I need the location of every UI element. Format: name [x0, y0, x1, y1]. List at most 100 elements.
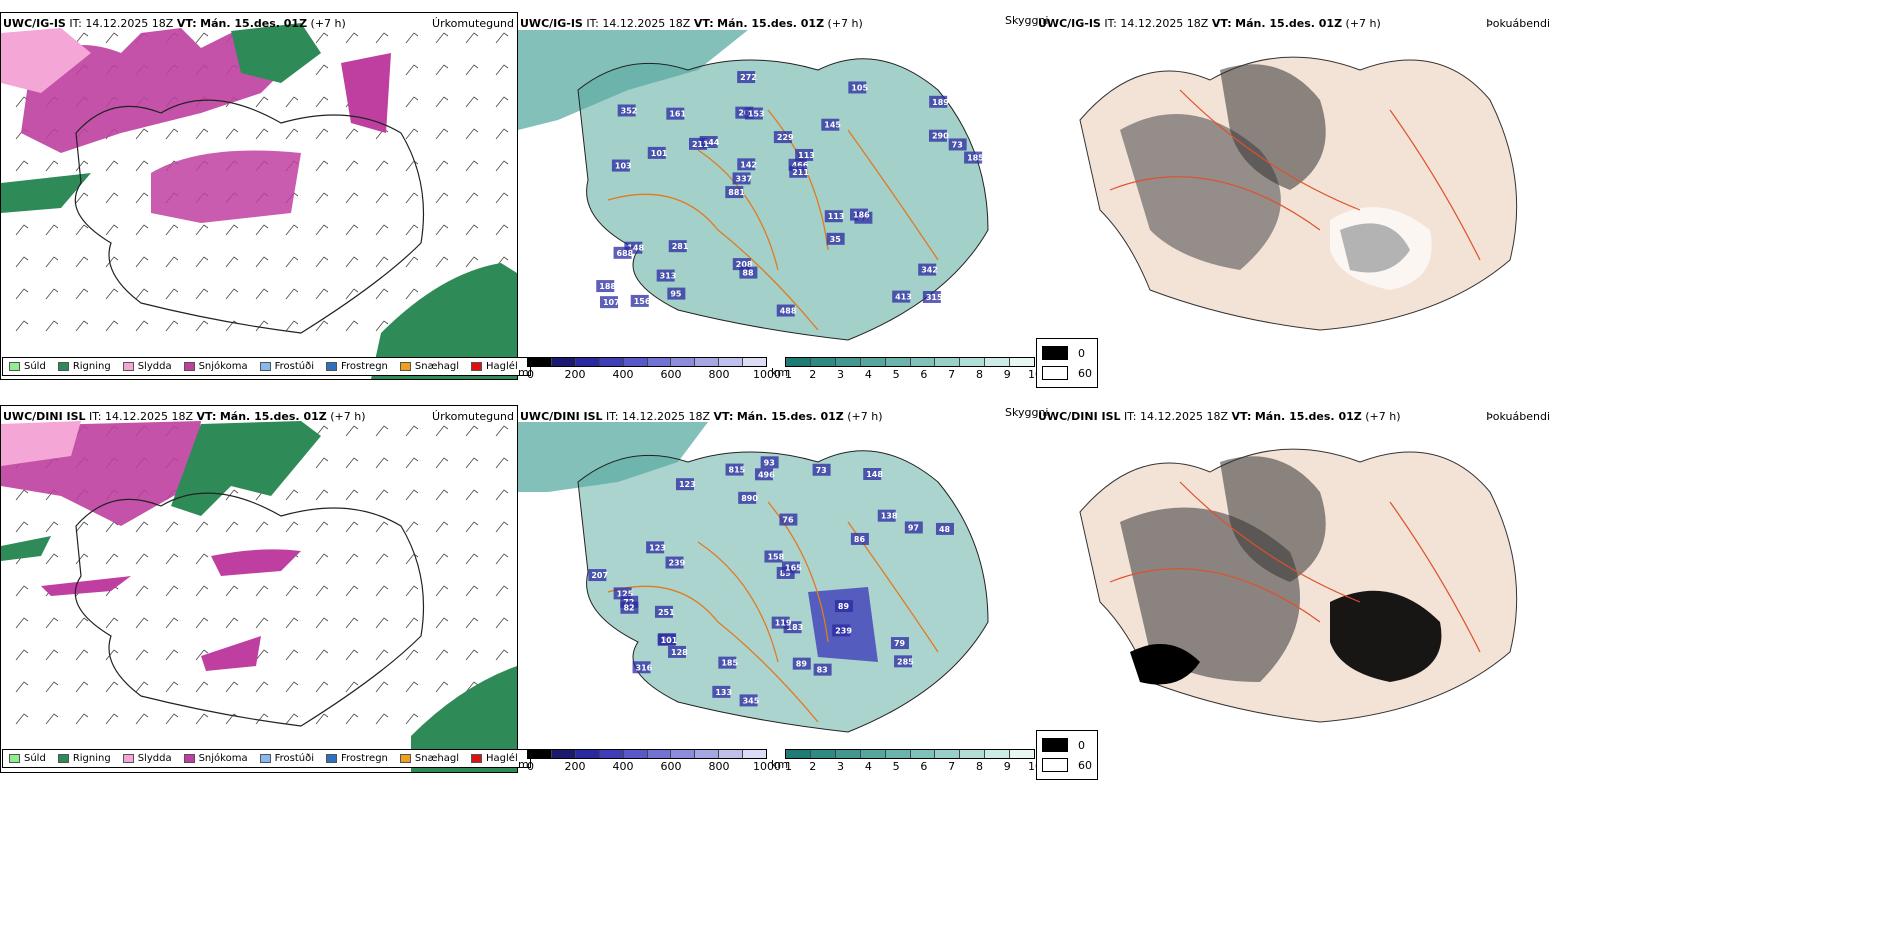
colorbar-cell: [623, 750, 648, 758]
wind-barb: [315, 585, 329, 597]
legend-item: Snæhagl: [399, 361, 459, 372]
model-name: UWC/DINI ISL: [3, 410, 86, 423]
cloud-base-value: 93: [764, 458, 775, 467]
wind-barb: [495, 649, 509, 661]
cloud-base-value: 86: [854, 535, 866, 544]
wind-barb: [45, 256, 59, 268]
wind-barb: [45, 521, 59, 533]
colorbar-tick: 7: [948, 368, 956, 381]
wind-barb: [15, 160, 29, 172]
colorbar-cell: [719, 358, 744, 366]
wind-barb: [15, 713, 29, 725]
wind-barb: [15, 585, 29, 597]
colorbar-cell: [528, 750, 552, 758]
wind-barb: [225, 521, 239, 533]
visibility-colorbar-row2: 1 2 3 4 5 6 7 8 9 10: [785, 749, 1042, 773]
legend-item: Súld: [9, 361, 46, 372]
wind-barb: [165, 288, 179, 300]
colorbar-tick: 600: [660, 760, 682, 773]
legend-item: Snjókoma: [183, 753, 248, 764]
wind-barb: [285, 96, 299, 108]
wind-barb: [315, 681, 329, 693]
wind-barb: [195, 649, 209, 661]
wind-barb: [165, 553, 179, 565]
precip-map-row1: [1, 23, 517, 379]
cloud-base-blob: [647, 146, 666, 159]
cloud-header-row2: UWC/DINI ISL IT: 14.12.2025 18Z VT: Mán.…: [520, 410, 883, 423]
cloud-panel-row1: 3151031898811451562002291484441883131531…: [518, 30, 1038, 350]
cloud-base-blob: [764, 550, 783, 563]
cloud-base-value: 113: [798, 151, 815, 160]
cloud-base-value: 189: [932, 98, 949, 107]
cloud-base-blob: [928, 129, 947, 142]
cloud-base-value: 35: [830, 235, 842, 244]
wind-barb: [345, 128, 359, 140]
wind-barb: [315, 320, 329, 332]
wind-barb: [15, 521, 29, 533]
wind-barb: [135, 553, 149, 565]
it-label: IT:: [69, 17, 82, 30]
cloud-base-blob: [773, 131, 792, 144]
cloud-base-blob: [892, 290, 911, 303]
wind-barb: [315, 489, 329, 501]
colorbar-tick: 2: [809, 368, 817, 381]
cloud-base-value: 688: [617, 249, 634, 258]
wind-barb: [255, 96, 269, 108]
cloud-base-labels: 3151031898811451562002291484441883131531…: [596, 71, 984, 317]
wind-barb: [15, 681, 29, 693]
wind-barb: [15, 288, 29, 300]
wind-barb: [405, 489, 419, 501]
wind-barb: [75, 617, 89, 629]
wind-barb: [315, 425, 329, 437]
colorbar-cell: [885, 750, 911, 758]
wind-barb: [45, 617, 59, 629]
wind-barb: [285, 681, 299, 693]
cloud-base-value: 337: [736, 174, 753, 183]
cloud-base-value: 413: [895, 293, 912, 302]
cloud-header-row1: UWC/IG-IS IT: 14.12.2025 18Z VT: Mán. 15…: [520, 17, 863, 30]
colorbar-cell: [743, 358, 767, 366]
colorbar-cell: [575, 358, 600, 366]
colorbar-tick: 200: [564, 760, 586, 773]
wind-barb: [495, 585, 509, 597]
iceland-outline: [74, 99, 425, 334]
cloud-base-blob: [894, 655, 913, 668]
precip-title-row2: Úrkomutegund: [432, 410, 514, 423]
cloud-base-blob: [760, 456, 779, 469]
visibility-unit: km: [771, 758, 789, 771]
wind-barb: [15, 617, 29, 629]
colorbar-cell: [985, 750, 1011, 758]
colorbar-cell: [695, 750, 720, 758]
wind-barb: [405, 256, 419, 268]
wind-barb: [315, 521, 329, 533]
legend-item: Haglél: [471, 361, 518, 372]
cloud-base-blob: [739, 266, 758, 279]
cloud-base-colorbar-row1: 0 200 400 600 800 1000: [527, 357, 781, 381]
wind-barb: [495, 521, 509, 533]
wind-barb: [375, 32, 389, 44]
wind-barb: [495, 224, 509, 236]
wind-barb: [45, 160, 59, 172]
legend-item: Snjókoma: [183, 361, 248, 372]
cloud-land-area: [578, 58, 988, 340]
wind-barb: [75, 32, 89, 44]
legend-item: Súld: [9, 753, 46, 764]
cloud-base-value: 251: [658, 608, 675, 617]
cloud-base-blob: [848, 81, 867, 94]
wind-barb: [435, 192, 449, 204]
wind-barb: [375, 585, 389, 597]
wind-barb: [285, 128, 299, 140]
cloud-base-blob: [657, 633, 676, 646]
cloud-map-row2: 3161481231381832392519597861259323989345…: [518, 422, 989, 733]
wind-barb: [435, 32, 449, 44]
fog-title-row2: Þokuábendi: [1486, 410, 1550, 423]
colorbar-tick: 400: [612, 368, 634, 381]
cloud-base-blob: [656, 269, 675, 282]
colorbar-cell: [671, 750, 696, 758]
wind-barb: [315, 617, 329, 629]
cloud-base-value: 185: [967, 154, 984, 163]
cloud-base-blob: [948, 138, 967, 151]
wind-barb: [45, 224, 59, 236]
wind-barb: [375, 256, 389, 268]
wind-barb: [105, 713, 119, 725]
